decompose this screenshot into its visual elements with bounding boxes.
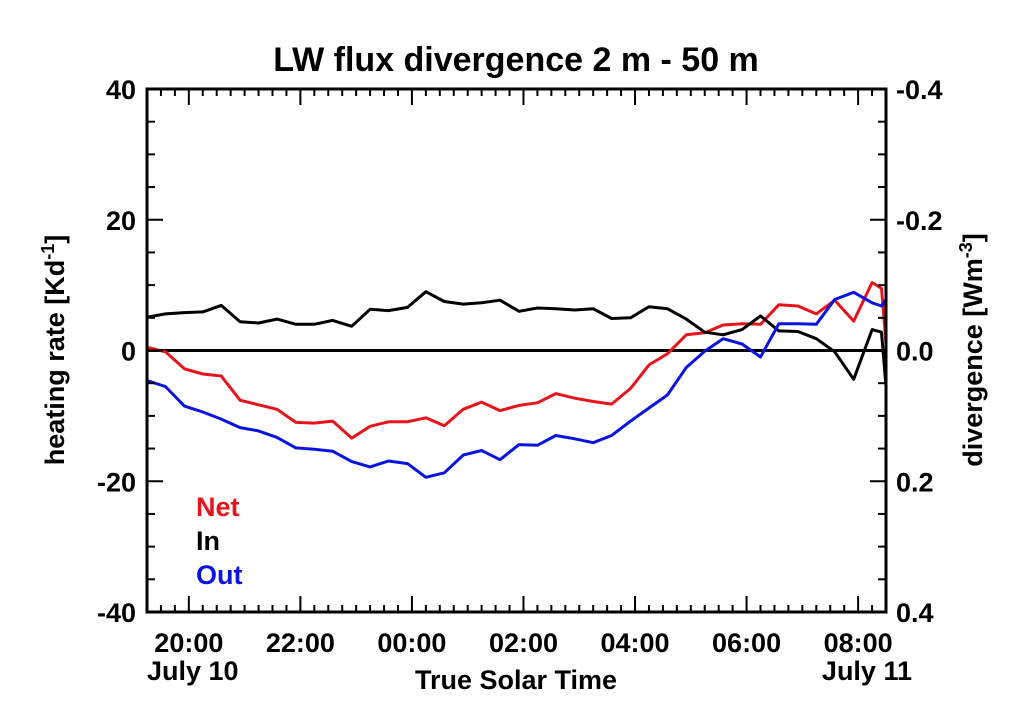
date-label: July 11 — [822, 656, 912, 686]
series-line-in — [146, 290, 888, 387]
y-tick-label: 40 — [106, 75, 136, 105]
y2-tick-label: 0.2 — [896, 467, 934, 497]
legend-entry-net: Net — [196, 492, 240, 522]
legend-entry-out: Out — [196, 560, 243, 590]
x-tick-label: 02:00 — [489, 628, 558, 658]
y-tick-label: -40 — [97, 598, 136, 628]
y-axis-label-sup: -1 — [38, 244, 58, 260]
y2-tick-label: 0.4 — [896, 598, 934, 628]
y-axis-label-end: ] — [40, 235, 70, 244]
y2-axis-label-sup: -3 — [956, 242, 976, 258]
y-tick-label: 0 — [121, 337, 136, 367]
y2-tick-label: -0.4 — [896, 75, 943, 105]
chart-title: LW flux divergence 2 m - 50 m — [273, 41, 759, 79]
x-tick-label: 20:00 — [154, 628, 223, 658]
date-label: July 10 — [147, 656, 239, 686]
y2-tick-label: 0.0 — [896, 337, 934, 367]
legend-entry-in: In — [196, 526, 220, 556]
y-axis-label: heating rate [Kd-1] — [38, 235, 70, 466]
series-lines — [146, 281, 888, 479]
axis-ticks — [146, 88, 887, 613]
x-tick-label: 00:00 — [377, 628, 446, 658]
y2-tick-label: -0.2 — [896, 206, 943, 236]
x-tick-label: 04:00 — [600, 628, 669, 658]
x-tick-label: 08:00 — [824, 628, 893, 658]
legend: Net In Out — [196, 492, 243, 590]
y-tick-label: -20 — [97, 467, 136, 497]
tick-labels: 20:00 22:00 00:00 02:00 04:00 06:00 08:00July … — [97, 75, 943, 686]
y-tick-label: 20 — [106, 206, 136, 236]
secondary-y-axis-label: divergence [Wm-3] — [956, 233, 988, 467]
x-tick-label: 06:00 — [712, 628, 781, 658]
x-tick-label: 22:00 — [266, 628, 335, 658]
series-line-out — [146, 290, 888, 479]
series-line-net — [146, 281, 888, 440]
y2-axis-label-end: ] — [958, 233, 988, 242]
x-axis-label: True Solar Time — [415, 665, 617, 695]
y-axis-label-base: heating rate [Kd — [40, 260, 70, 466]
y2-axis-label-base: divergence [Wm — [958, 258, 988, 467]
